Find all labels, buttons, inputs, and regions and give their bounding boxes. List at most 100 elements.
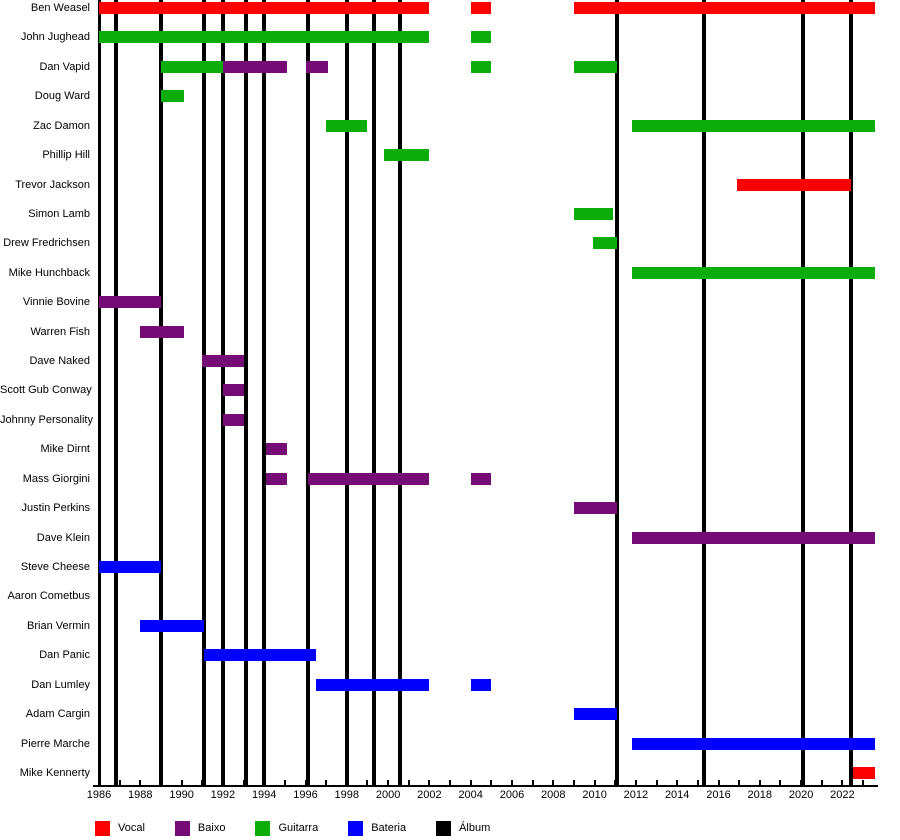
album-release-line <box>158 0 163 786</box>
x-axis-year-label: 2002 <box>417 789 442 801</box>
x-axis-year-label: 1992 <box>210 789 236 801</box>
tenure-bar-guitarra <box>573 60 618 73</box>
member-name-label: Pierre Marche <box>20 737 90 750</box>
x-axis-tick <box>263 780 266 785</box>
tenure-bar-vocal <box>737 178 851 191</box>
x-axis-year-label: 2020 <box>788 789 814 801</box>
x-axis-tick <box>614 780 617 785</box>
album-release-line <box>371 0 376 786</box>
member-name-label: Steve Cheese <box>20 560 90 573</box>
x-axis-tick <box>841 780 844 785</box>
member-name-label: Simon Lamb <box>28 207 90 220</box>
album-release-line <box>113 0 118 786</box>
tenure-bar-guitarra <box>592 237 618 250</box>
x-axis-year-label: 1988 <box>128 789 153 801</box>
legend-swatch-bateria <box>348 820 364 836</box>
x-axis-year-label: 1990 <box>169 789 194 801</box>
x-axis-tick <box>283 780 286 785</box>
member-name-label: Johnny Personality <box>0 413 93 426</box>
tenure-bar-guitarra <box>99 31 430 44</box>
x-axis-year-label: 1996 <box>293 789 318 801</box>
x-axis-tick <box>345 780 348 785</box>
x-axis-tick <box>758 780 761 785</box>
x-axis-year-label: 2014 <box>664 789 690 801</box>
tenure-bar-guitarra <box>383 149 430 162</box>
x-axis-tick <box>634 780 637 785</box>
tenure-bar-baixo <box>470 472 492 485</box>
album-release-line <box>801 0 806 786</box>
tenure-bar-guitarra <box>470 31 492 44</box>
member-name-label: Mike Kennerty <box>19 766 90 779</box>
member-name-label: Vinnie Bovine <box>22 296 90 309</box>
legend-item-bateria: Bateria <box>348 820 406 836</box>
legend-swatch-baixo <box>174 820 190 836</box>
member-name-label: Justin Perkins <box>21 502 90 515</box>
x-axis-tick <box>201 780 204 785</box>
x-axis-tick <box>655 780 658 785</box>
x-axis-tick <box>325 780 328 785</box>
tenure-bar-vocal <box>852 766 876 779</box>
tenure-bar-bateria <box>573 708 618 721</box>
member-name-label: Mass Giorgini <box>22 472 90 485</box>
album-release-line <box>848 0 853 786</box>
member-name-label: Dan Lumley <box>31 678 90 691</box>
x-axis-tick <box>779 780 782 785</box>
legend-swatch-vocal <box>95 820 110 836</box>
member-name-label: Zac Damon <box>33 119 90 132</box>
x-axis-year-label: 2000 <box>375 789 401 801</box>
x-axis-tick <box>407 780 410 785</box>
member-name-label: Aaron Cometbus <box>7 590 90 603</box>
tenure-bar-baixo <box>202 355 244 368</box>
tenure-bar-baixo <box>305 60 329 73</box>
legend-label: Baixo <box>197 822 226 834</box>
member-name-label: Brian Vermin <box>27 619 90 632</box>
tenure-bar-baixo <box>307 472 430 485</box>
x-axis-tick <box>676 780 679 785</box>
tenure-bar-bateria <box>315 678 430 691</box>
x-axis-tick <box>221 780 224 785</box>
tenure-bar-baixo <box>222 384 244 397</box>
member-name-label: Phillip Hill <box>42 149 90 162</box>
tenure-bar-baixo <box>573 502 618 515</box>
x-axis-tick <box>572 780 575 785</box>
timeline-plot-area: Ben Weasel John Jughead Dan Vapid Doug Ward… <box>0 0 878 801</box>
tenure-bar-bateria <box>140 619 205 632</box>
x-axis-tick <box>98 780 100 785</box>
x-axis-tick <box>118 780 121 785</box>
tenure-bar-baixo <box>631 531 876 544</box>
x-axis-year-label: 2008 <box>541 789 566 801</box>
x-axis-tick <box>428 780 431 785</box>
x-axis-tick <box>139 780 142 785</box>
x-axis-year-label: 1994 <box>251 789 277 801</box>
member-name-label: John Jughead <box>20 31 90 44</box>
album-release-line <box>305 0 310 786</box>
member-name-label: Mike Dirnt <box>40 443 90 456</box>
x-axis-tick <box>717 780 720 785</box>
x-axis-tick <box>449 780 452 785</box>
x-axis-tick <box>366 780 369 785</box>
legend-item-baixo: Baixo <box>174 820 226 836</box>
x-axis-tick <box>242 780 245 785</box>
album-release-line <box>202 0 207 786</box>
album-release-line <box>398 0 403 786</box>
x-axis-tick <box>511 780 513 785</box>
tenure-bar-guitarra <box>160 60 223 73</box>
legend-label: Vocal <box>118 822 145 834</box>
member-name-label: Mike Hunchback <box>8 266 90 279</box>
x-axis-year-label: 2012 <box>623 789 649 801</box>
tenure-bar-vocal <box>573 2 876 14</box>
legend-label: Guitarra <box>278 822 319 834</box>
x-axis-line <box>93 785 878 787</box>
legend-item-guitarra: Guitarra <box>255 820 319 836</box>
tenure-bar-baixo <box>222 60 287 73</box>
x-axis-tick <box>469 780 472 785</box>
legend-swatch-album <box>436 820 452 836</box>
tenure-bar-vocal <box>99 2 430 14</box>
member-name-label: Warren Fish <box>30 325 91 338</box>
legend-item-vocal: Vocal <box>95 820 145 836</box>
tenure-bar-guitarra <box>160 90 184 103</box>
member-name-label: Adam Cargin <box>25 708 90 721</box>
x-axis-year-label: 1986 <box>86 789 112 801</box>
x-axis-year-label: 1998 <box>334 789 360 801</box>
